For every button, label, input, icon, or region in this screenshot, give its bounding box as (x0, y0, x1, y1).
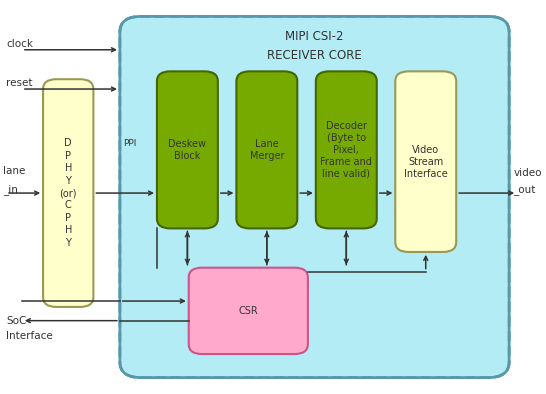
Text: reset: reset (6, 78, 33, 88)
Text: _out: _out (513, 186, 536, 196)
Text: Video
Stream
Interface: Video Stream Interface (404, 145, 448, 178)
FancyBboxPatch shape (316, 71, 377, 229)
Text: _in: _in (3, 184, 18, 195)
Text: Lane
Merger: Lane Merger (250, 139, 284, 161)
FancyBboxPatch shape (157, 71, 218, 229)
Text: PPI: PPI (123, 139, 137, 149)
Text: Deskew
Block: Deskew Block (168, 139, 206, 161)
FancyBboxPatch shape (43, 79, 93, 307)
Text: lane: lane (3, 167, 26, 177)
Text: Decoder
(Byte to
Pixel,
Frame and
line valid): Decoder (Byte to Pixel, Frame and line v… (321, 121, 372, 179)
FancyBboxPatch shape (395, 71, 456, 252)
FancyBboxPatch shape (120, 17, 509, 377)
Text: SoC: SoC (6, 316, 26, 326)
Text: video: video (513, 169, 542, 178)
Text: MIPI CSI-2: MIPI CSI-2 (285, 30, 344, 43)
Text: Interface: Interface (6, 331, 53, 341)
FancyBboxPatch shape (236, 71, 298, 229)
Text: D
P
H
Y
(or)
C
P
H
Y: D P H Y (or) C P H Y (60, 138, 77, 248)
Text: RECEIVER CORE: RECEIVER CORE (267, 49, 362, 62)
FancyBboxPatch shape (189, 268, 308, 354)
Text: clock: clock (6, 39, 33, 49)
Text: CSR: CSR (239, 306, 258, 316)
